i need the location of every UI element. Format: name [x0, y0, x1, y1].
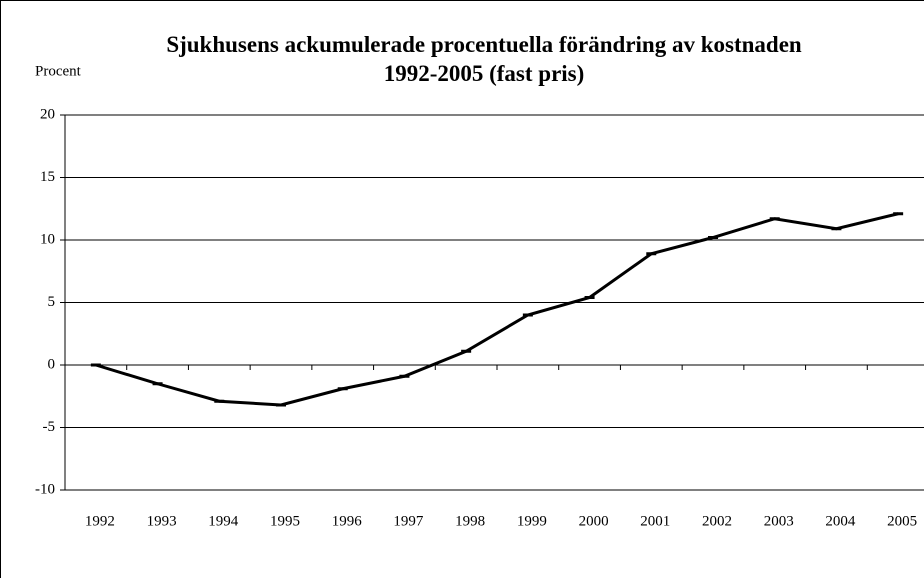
- x-tick-label: 2003: [764, 513, 794, 529]
- y-tick-label: -10: [35, 481, 55, 497]
- x-tick-label: 1998: [455, 513, 485, 529]
- y-tick-label: 15: [40, 169, 55, 185]
- x-tick-label: 2001: [640, 513, 670, 529]
- x-tick-label: 1993: [147, 513, 177, 529]
- y-tick-label: 0: [48, 356, 56, 372]
- x-tick-label: 2005: [887, 513, 917, 529]
- x-tick-label: 1995: [270, 513, 300, 529]
- x-tick-label: 1992: [85, 513, 115, 529]
- x-tick-label: 2000: [579, 513, 609, 529]
- y-tick-label: -5: [43, 419, 56, 435]
- x-tick-label: 2002: [702, 513, 732, 529]
- y-axis-label: Procent: [35, 63, 82, 79]
- x-tick-label: 1997: [393, 513, 424, 529]
- line: [95, 212, 899, 407]
- y-tick-label: 5: [48, 294, 56, 310]
- x-tick-label: 1999: [517, 513, 547, 529]
- x-tick-label: 1994: [208, 513, 239, 529]
- x-tick-label: 2004: [825, 513, 856, 529]
- chart-title: Sjukhusens ackumulerade procentuella för…: [166, 32, 802, 86]
- y-tick-label: 10: [40, 231, 55, 247]
- y-tick-label: 20: [40, 106, 55, 122]
- x-tick-label: 1996: [332, 513, 363, 529]
